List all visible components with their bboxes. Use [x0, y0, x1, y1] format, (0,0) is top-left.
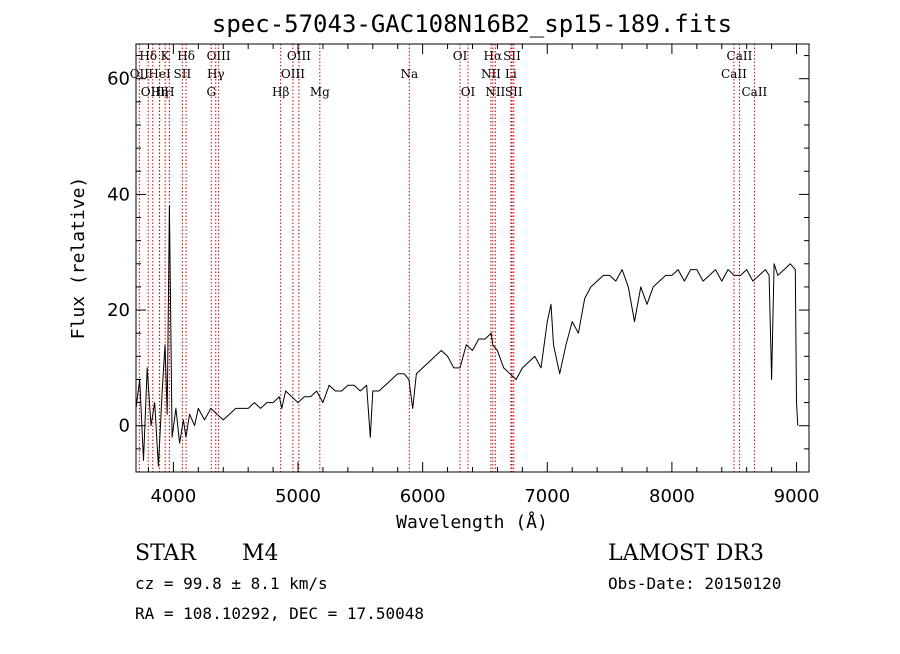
line-label-4: Hη	[151, 85, 169, 99]
line-label-18: OI	[461, 85, 476, 99]
line-label-16: Na	[400, 67, 418, 81]
redshift-velocity: cz = 99.8 ± 8.1 km/s	[135, 574, 328, 593]
x-tick-label: 4000	[150, 486, 196, 507]
spectrum-series	[135, 205, 799, 467]
line-label-14: Hβ	[272, 85, 289, 99]
line-label-25: CaII	[727, 49, 753, 63]
y-tick-label: 60	[107, 69, 130, 90]
line-label-15: Mg	[310, 85, 330, 99]
x-tick-label: 6000	[400, 486, 446, 507]
line-label-2: OIII	[141, 85, 165, 99]
sky-coordinates: RA = 108.10292, DEC = 17.50048	[135, 604, 424, 623]
line-label-20: NII	[481, 67, 501, 81]
y-tick-label: 20	[107, 300, 130, 321]
observation-date: Obs-Date: 20150120	[608, 574, 781, 593]
line-label-0: Hδ	[139, 49, 157, 63]
line-label-21: NII	[485, 85, 505, 99]
line-label-11: G	[206, 85, 216, 99]
plot-frame	[135, 43, 810, 473]
line-label-1: OII	[130, 67, 150, 81]
y-tick-label: 0	[119, 416, 130, 437]
line-label-6: H	[164, 85, 174, 99]
y-tick-label: 40	[107, 184, 130, 205]
line-label-9: OIII	[207, 49, 231, 63]
series-flux-line	[135, 205, 799, 467]
line-label-8: SII	[174, 67, 192, 81]
line-label-19: Hα	[484, 49, 503, 63]
line-label-7: Hδ	[177, 49, 195, 63]
line-label-23: Li	[505, 67, 517, 81]
line-label-5: K	[161, 49, 171, 63]
line-label-13: OIII	[281, 67, 305, 81]
object-subclass: M4	[242, 541, 279, 566]
survey-name: LAMOST DR3	[608, 541, 764, 566]
emission-line-markers: Hδ OII OIII HeI Hη K H Hδ SII OIII Hγ G OIII OIII Hβ Mg…	[130, 44, 768, 472]
line-label-10: Hγ	[207, 67, 225, 81]
x-axis-label: Wavelength (Å)	[396, 511, 548, 533]
y-axis-label: Flux (relative)	[68, 177, 89, 340]
line-label-24: SII	[505, 85, 523, 99]
line-label-26: CaII	[721, 67, 747, 81]
line-label-17: OI	[453, 49, 468, 63]
x-tick-label: 8000	[649, 486, 695, 507]
object-class: STAR	[135, 541, 197, 566]
x-tick-label: 9000	[774, 486, 820, 507]
line-label-27: CaII	[741, 85, 767, 99]
x-tick-label: 7000	[524, 486, 570, 507]
line-label-3: HeI	[148, 67, 171, 81]
line-label-12: OIII	[287, 49, 311, 63]
chart-title: spec-57043-GAC108N16B2_sp15-189.fits	[212, 10, 732, 38]
x-tick-label: 5000	[275, 486, 321, 507]
line-label-22: SII	[503, 49, 521, 63]
axis-ticks: 4000 5000 6000 7000 8000 9000 0 20 40 60	[107, 44, 819, 507]
